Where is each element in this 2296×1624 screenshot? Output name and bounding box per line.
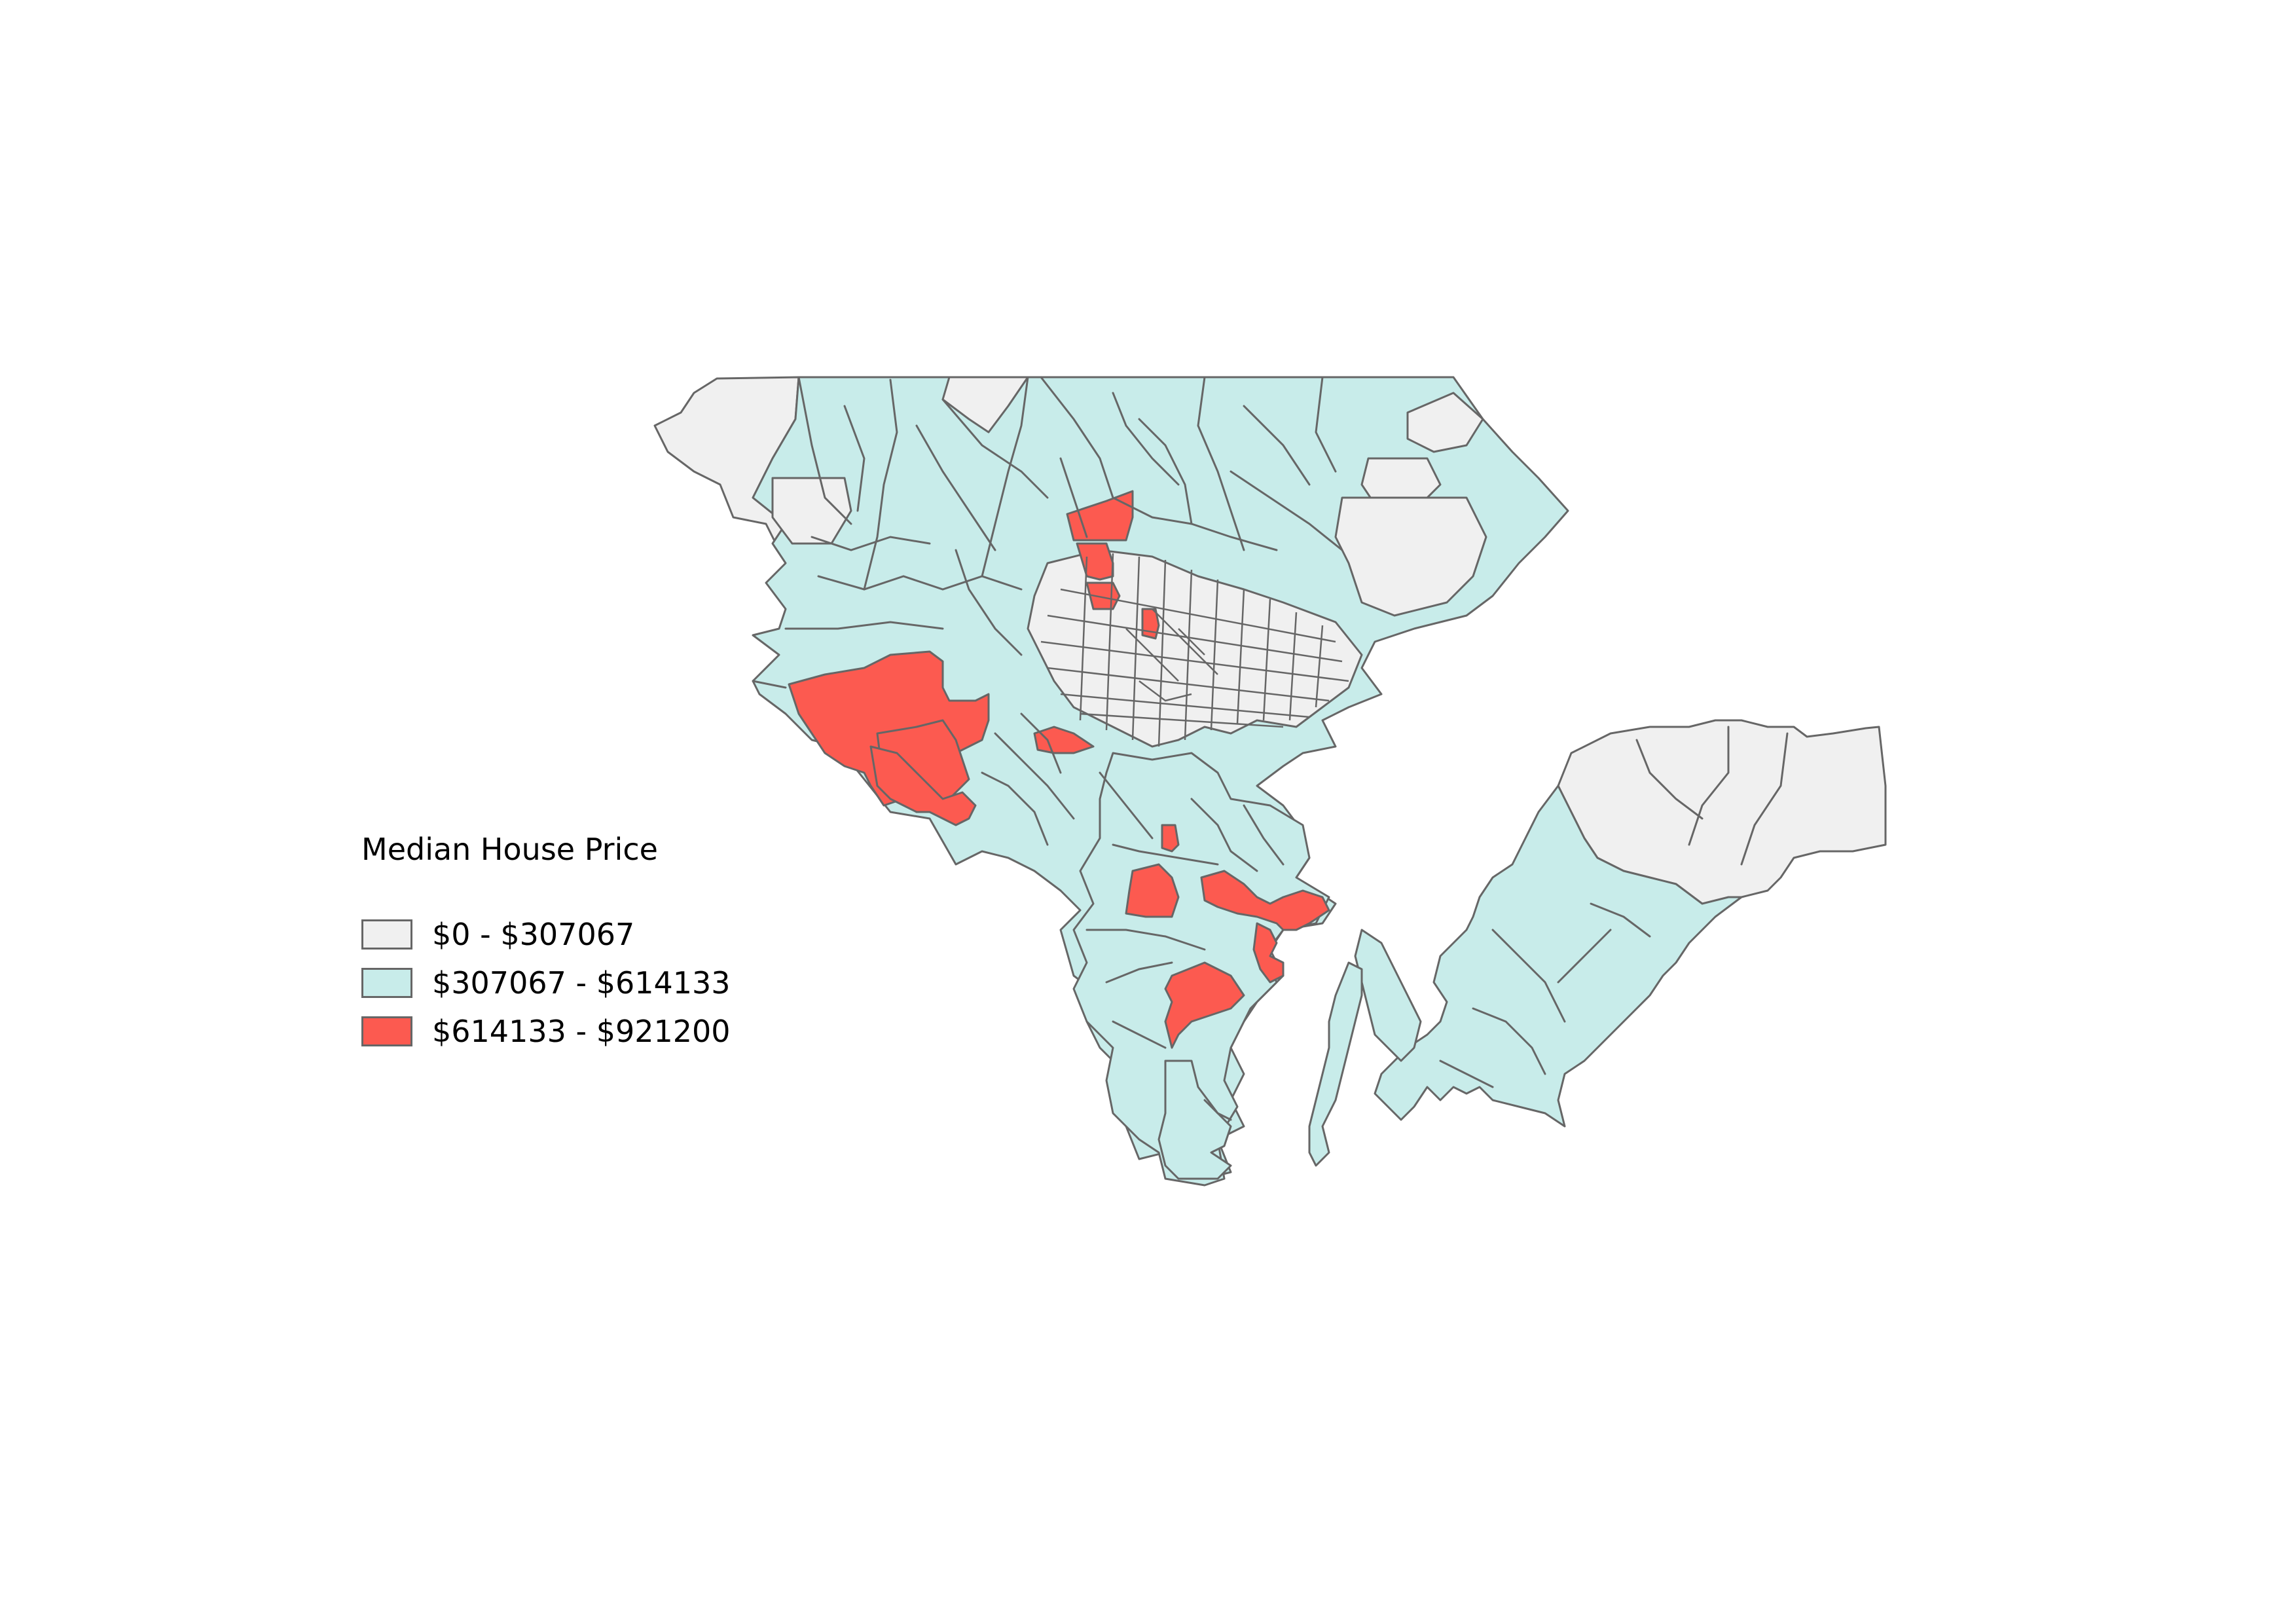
region-red-south-3 xyxy=(1200,870,1330,931)
legend-label-high: $614133 - $921200 xyxy=(432,1014,731,1049)
legend-swatch-mid xyxy=(361,968,412,998)
region-red-west-1 xyxy=(788,650,990,807)
region-red-west-3 xyxy=(869,745,977,826)
legend-label-mid: $307067 - $614133 xyxy=(432,965,731,1001)
region-red-south-4 xyxy=(1252,922,1285,984)
legend-title: Median House Price xyxy=(361,832,658,867)
region-red-south-1 xyxy=(1161,824,1180,853)
legend-item-mid: $307067 - $614133 xyxy=(361,959,731,1007)
legend-item-low: $0 - $307067 xyxy=(361,910,731,959)
legend-label-low: $0 - $307067 xyxy=(432,917,635,952)
region-red-south-2 xyxy=(1125,863,1180,918)
region-east-tip xyxy=(1308,961,1363,1167)
tract-boundary-lines xyxy=(752,376,1789,1121)
region-red-south-5 xyxy=(1164,961,1245,1049)
city-tract-grid xyxy=(1040,553,1349,747)
legend-item-high: $614133 - $921200 xyxy=(361,1007,731,1056)
census-tract-regions xyxy=(653,376,1887,1187)
region-east-teal xyxy=(1374,784,1743,1128)
region-south-tip xyxy=(1157,1060,1232,1180)
region-east-inlet xyxy=(1354,929,1422,1062)
region-ne-grey-1 xyxy=(1406,392,1484,453)
legend-swatch-high xyxy=(361,1016,412,1046)
legend-swatch-low xyxy=(361,919,412,950)
map-legend: Median House Price $0 - $307067 $307067 … xyxy=(361,832,731,1056)
